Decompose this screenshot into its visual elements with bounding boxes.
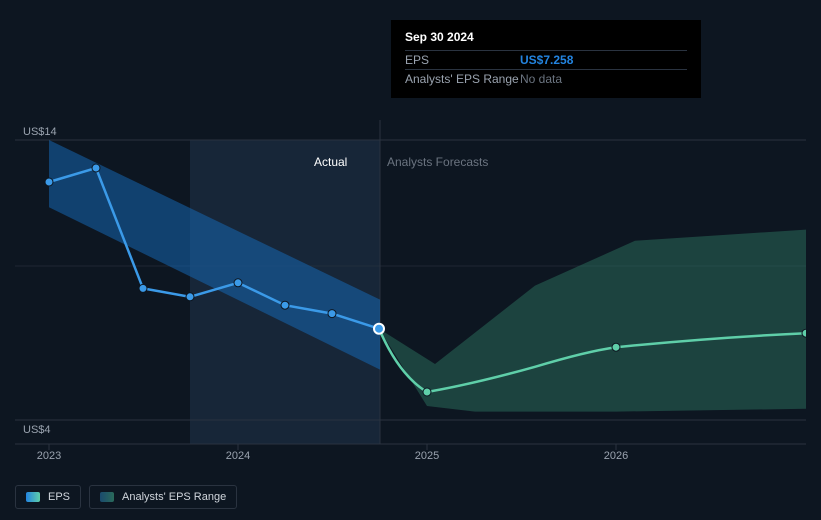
chart-tooltip: Sep 30 2024 EPS US$7.258 Analysts' EPS R… bbox=[391, 20, 701, 98]
tooltip-row-eps: EPS US$7.258 bbox=[405, 50, 687, 69]
tooltip-row-range: Analysts' EPS Range No data bbox=[405, 69, 687, 88]
tooltip-label: EPS bbox=[405, 53, 520, 67]
legend-item[interactable]: EPS bbox=[15, 485, 81, 509]
y-axis-top-label: US$14 bbox=[23, 126, 57, 138]
region-label-forecast: Analysts Forecasts bbox=[387, 155, 488, 169]
chart-legend: EPS Analysts' EPS Range bbox=[15, 485, 237, 509]
legend-swatch bbox=[100, 492, 114, 502]
chart-svg bbox=[15, 120, 806, 450]
legend-label: EPS bbox=[48, 491, 70, 503]
region-label-actual: Actual bbox=[314, 155, 347, 169]
tooltip-date: Sep 30 2024 bbox=[405, 30, 687, 44]
x-tick-label: 2024 bbox=[226, 450, 250, 462]
y-axis-bottom-label: US$4 bbox=[23, 424, 51, 436]
legend-label: Analysts' EPS Range bbox=[122, 491, 226, 503]
tooltip-label: Analysts' EPS Range bbox=[405, 72, 520, 86]
x-tick-label: 2026 bbox=[604, 450, 628, 462]
tooltip-value: No data bbox=[520, 72, 562, 86]
tooltip-value: US$7.258 bbox=[520, 53, 573, 67]
x-tick-label: 2025 bbox=[415, 450, 439, 462]
legend-swatch bbox=[26, 492, 40, 502]
chart-area[interactable]: US$14 US$4 Actual Analysts Forecasts 202… bbox=[15, 120, 806, 460]
legend-item[interactable]: Analysts' EPS Range bbox=[89, 485, 237, 509]
x-tick-label: 2023 bbox=[37, 450, 61, 462]
